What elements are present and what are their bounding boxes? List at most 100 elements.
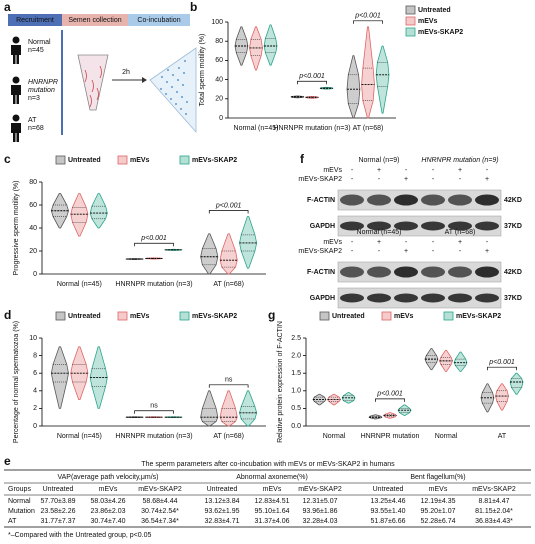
y-tick-label: 60 [215, 57, 223, 64]
column-header: Untreated [207, 486, 238, 493]
person-body [11, 123, 21, 142]
treatment-sign: - [486, 239, 489, 246]
legend-label: mEVs-SKAP2 [456, 313, 501, 320]
group-label: n=68 [28, 125, 44, 132]
blot-strip [337, 287, 502, 309]
y-axis-label: Relative protein expression of F-ACTIN [277, 321, 284, 443]
cone [149, 47, 197, 134]
treatment-sign: + [377, 239, 381, 246]
panel-label: d [4, 308, 11, 322]
person-body [11, 45, 21, 64]
row-size: 37KD [504, 223, 522, 230]
annotation: p<0.001 [298, 73, 325, 80]
violin [239, 216, 258, 269]
blot-band [394, 194, 418, 206]
row-size: 42KD [504, 197, 522, 204]
legend-label: mEVs [394, 313, 414, 320]
y-tick-label: 60 [29, 202, 37, 209]
row-name: F-ACTIN [307, 269, 335, 276]
x-tick-label: Normal (n=45) [57, 433, 102, 440]
legend-label: Untreated [68, 313, 101, 320]
blot-band [421, 293, 445, 303]
y-axis-label: Percentage of normal spermatozoa (%) [13, 321, 20, 443]
table-cell: 31.37±4.06 [255, 518, 290, 525]
column-header: Untreated [43, 486, 74, 493]
column-group: Abnormal axoneme(%) [236, 474, 308, 481]
table-title: The sperm parameters after co-incubation… [141, 461, 395, 468]
treatment-sign: - [459, 248, 462, 255]
step-box [62, 14, 128, 26]
violin [50, 346, 69, 409]
legend-label: mEVs-SKAP2 [418, 29, 463, 36]
blot-band [394, 293, 418, 303]
treatment-sign: - [351, 248, 354, 255]
blot-band [340, 194, 364, 206]
table-cell: 93.55±1.40 [371, 508, 406, 515]
person-head [12, 114, 20, 122]
treatment-sign: + [404, 176, 408, 183]
legend-label: mEVs [418, 18, 438, 25]
column-group: Bent flagellum(%) [410, 474, 465, 481]
treatment-sign: - [378, 176, 381, 183]
violin [89, 193, 108, 229]
treatment-sign: - [405, 239, 408, 246]
table-cell: 52.28±6.74 [421, 518, 456, 525]
row-size: 42KD [504, 269, 522, 276]
column-header: mEVs [429, 486, 448, 493]
y-tick-label: 4 [33, 388, 37, 395]
row-name: GAPDH [310, 295, 335, 302]
sperm [96, 87, 99, 101]
column-header: mEVs [99, 486, 118, 493]
treatment-name: mEVs-SKAP2 [298, 176, 342, 183]
legend-swatch [117, 155, 128, 165]
legend-swatch [405, 27, 416, 37]
treatment-sign: - [432, 239, 435, 246]
vesicle [177, 79, 179, 81]
y-tick-label: 20 [29, 248, 37, 255]
blot-group: Normal (n=45) [357, 229, 402, 236]
x-tick-label: Normal [323, 433, 346, 440]
table-cell: 95.10±1.64 [255, 508, 290, 515]
blot-band [421, 221, 445, 231]
x-tick-label: AT (n=68) [213, 433, 244, 440]
column-header: mEVs-SKAP2 [138, 486, 182, 493]
vesicle [181, 96, 183, 98]
violin [50, 193, 69, 229]
blot-band [448, 221, 472, 231]
row-size: 37KD [504, 295, 522, 302]
treatment-sign: - [432, 167, 435, 174]
bracket [134, 242, 174, 247]
violin [375, 45, 390, 114]
legend-label: Untreated [418, 7, 451, 14]
bracket [208, 384, 249, 388]
bracket [487, 366, 517, 371]
x-tick-label: Normal (n=45) [234, 125, 279, 132]
vesicle [186, 101, 188, 103]
table-cell: Normal [8, 498, 31, 505]
table-cell: Mutation [8, 508, 35, 515]
y-axis-label: Total sperm motility (%) [199, 34, 206, 107]
blot-band [340, 266, 364, 278]
treatment-sign: + [377, 167, 381, 174]
column-group: VAP(average path velocity,μm/s) [57, 474, 158, 481]
table-cell: 30.74±7.40 [91, 518, 126, 525]
table-cell: 36.54±7.34* [141, 518, 179, 525]
legend-swatch [319, 311, 330, 321]
panel-label: b [190, 0, 197, 14]
x-tick-label: HNRNPR mutation (n=3) [115, 433, 192, 440]
blot-group: Normal (n=9) [358, 157, 399, 164]
vesicle [182, 84, 184, 86]
legend-label: mEVs [130, 157, 150, 164]
table-cell: 12.31±5.07 [303, 498, 338, 505]
vesicle [185, 113, 187, 115]
bracket [375, 398, 405, 402]
bracket [208, 210, 249, 214]
sperm [89, 94, 92, 108]
blot-band [448, 266, 472, 278]
violin [509, 372, 524, 395]
blot-band [367, 293, 391, 303]
step-box [128, 14, 190, 26]
treatment-sign: + [404, 248, 408, 255]
violin [70, 346, 89, 400]
